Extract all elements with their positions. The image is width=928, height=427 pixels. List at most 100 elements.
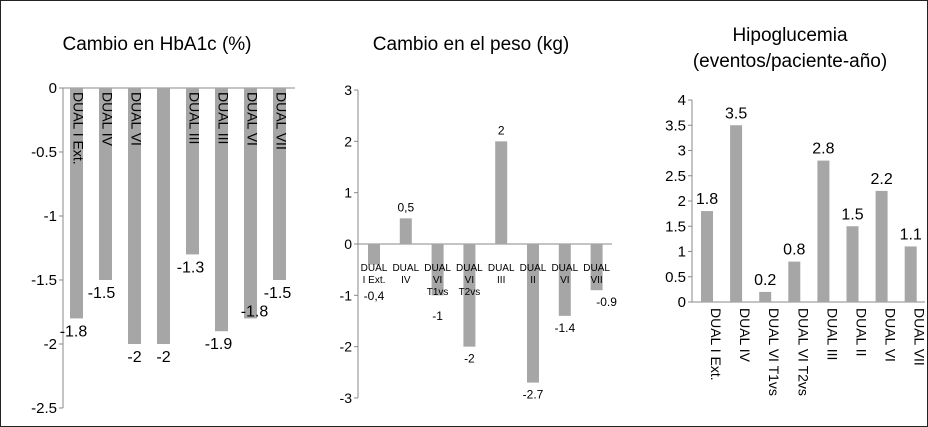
chart-hba1c: Cambio en HbA1c (%) 0 -0.5 -1 -1.5 -2 -2.5 DU…: [31, 34, 295, 417]
category-label: DUAL II: [854, 308, 870, 357]
value-label: -2: [464, 352, 475, 366]
bar: [495, 141, 508, 244]
chart-hba1c-title: Cambio en HbA1c (%): [62, 34, 251, 55]
bar: [399, 218, 412, 244]
category-label: DUAL VI T1vs: [766, 308, 782, 396]
value-label: -2.7: [523, 388, 544, 402]
value-label: -2: [127, 349, 141, 366]
category-label: DUAL I Ext.: [708, 308, 724, 381]
y-tick-label: 1.5: [665, 218, 686, 235]
y-tick-label: -2: [340, 339, 353, 355]
value-label: -1.8: [241, 303, 269, 320]
value-label: 1.1: [900, 226, 922, 243]
y-tick-label: 0: [49, 80, 57, 97]
y-tick-label: -0.5: [31, 144, 57, 161]
chart-hipoglucemia-subtitle: (eventos/paciente-año): [693, 51, 887, 72]
bar: [273, 88, 286, 280]
category-label: DUAL VI T2vs: [456, 263, 483, 298]
y-tick-label: 0: [344, 236, 352, 252]
bar: [186, 88, 199, 255]
y-tick-label: -2: [44, 336, 57, 353]
bar: [846, 226, 859, 302]
value-label: 2.2: [870, 171, 892, 188]
value-label: 2.8: [812, 141, 834, 158]
bar: [215, 88, 228, 332]
category-label: DUAL III: [488, 263, 515, 286]
bar: [368, 244, 380, 265]
y-tick-label: 3.5: [665, 117, 686, 134]
value-label: 0.8: [783, 242, 805, 259]
category-label: DUAL VII: [274, 92, 290, 150]
category-label: DUAL IV: [737, 308, 753, 363]
value-label: 0,5: [397, 200, 414, 214]
bar: [463, 244, 476, 347]
value-label: -1.5: [88, 285, 116, 302]
category-label: DUAL VI: [245, 92, 261, 146]
category-label: DUAL III: [216, 92, 232, 144]
y-tick-label: 3: [344, 82, 352, 98]
bar: [431, 244, 444, 296]
category-label: DUAL II: [520, 263, 547, 286]
value-label: 2: [498, 123, 505, 137]
y-tick-label: 2: [344, 133, 352, 149]
category-label: DUAL I Ext.: [71, 92, 87, 165]
value-label: -1.8: [60, 323, 88, 340]
category-label: DUAL III: [187, 92, 203, 144]
y-tick-label: 1: [344, 185, 352, 201]
category-label: DUAL I Ext.: [361, 263, 388, 286]
bar: [558, 244, 571, 316]
category-label: DUAL III: [824, 308, 840, 360]
bar: [527, 244, 539, 383]
y-tick-label: -3: [340, 390, 353, 406]
y-tick-label: 2.5: [665, 168, 686, 185]
value-label: -1: [432, 309, 443, 323]
category-label: DUAL IV: [392, 263, 419, 286]
value-label: -1.5: [264, 285, 292, 302]
bar: [875, 190, 888, 302]
bar: [730, 125, 743, 302]
bar: [157, 88, 170, 344]
y-tick-label: 2: [678, 193, 686, 210]
y-tick-label: -2.5: [31, 400, 57, 417]
value-label: 1.5: [841, 206, 863, 223]
y-tick-label: 0.5: [665, 269, 686, 286]
bar: [788, 261, 801, 302]
bar: [759, 291, 772, 302]
bar: [99, 88, 112, 280]
bar: [128, 88, 141, 344]
bar: [590, 244, 603, 291]
category-label: DUAL VI: [129, 92, 145, 146]
chart-peso: Cambio en el peso (kg) 3 2 1 0 -1 -2 -3 DUAL I …: [340, 34, 618, 406]
value-label: -0,4: [364, 289, 385, 303]
category-label: DUAL VI: [551, 263, 578, 286]
bar: [244, 88, 257, 319]
bar: [70, 88, 83, 319]
value-label: -1.9: [205, 336, 233, 353]
y-tick-label: -1.5: [31, 272, 57, 289]
value-label: -0.9: [596, 295, 617, 309]
bar: [817, 160, 830, 302]
bar: [701, 211, 713, 302]
category-label: DUAL VII: [583, 263, 610, 286]
y-tick-label: -1: [44, 208, 57, 225]
y-tick-label: 1: [678, 244, 686, 261]
y-tick-label: -1: [340, 287, 353, 303]
y-tick-label: 3: [678, 143, 686, 160]
chart-hipoglucemia-title: Hipoglucemia: [732, 25, 848, 46]
category-label: DUAL IV: [100, 92, 116, 147]
value-label: 0.2: [754, 272, 776, 289]
y-tick-label: 0: [678, 294, 686, 311]
category-label: DUAL VI: [883, 308, 899, 362]
value-label: -1.4: [554, 321, 575, 335]
value-label: 3.5: [725, 105, 747, 122]
category-label: DUAL VI T2vs: [795, 308, 811, 396]
value-label: -1.3: [177, 259, 205, 276]
chart-hipoglucemia: Hipoglucemia (eventos/paciente-año) 4 3.5…: [665, 25, 928, 396]
y-tick-label: 4: [678, 92, 686, 109]
category-label: DUAL VII: [912, 308, 928, 366]
bar: [904, 246, 917, 302]
value-label: -2: [156, 349, 170, 366]
value-label: 1.8: [696, 191, 718, 208]
category-label: DUAL VI T1vs: [424, 263, 451, 298]
